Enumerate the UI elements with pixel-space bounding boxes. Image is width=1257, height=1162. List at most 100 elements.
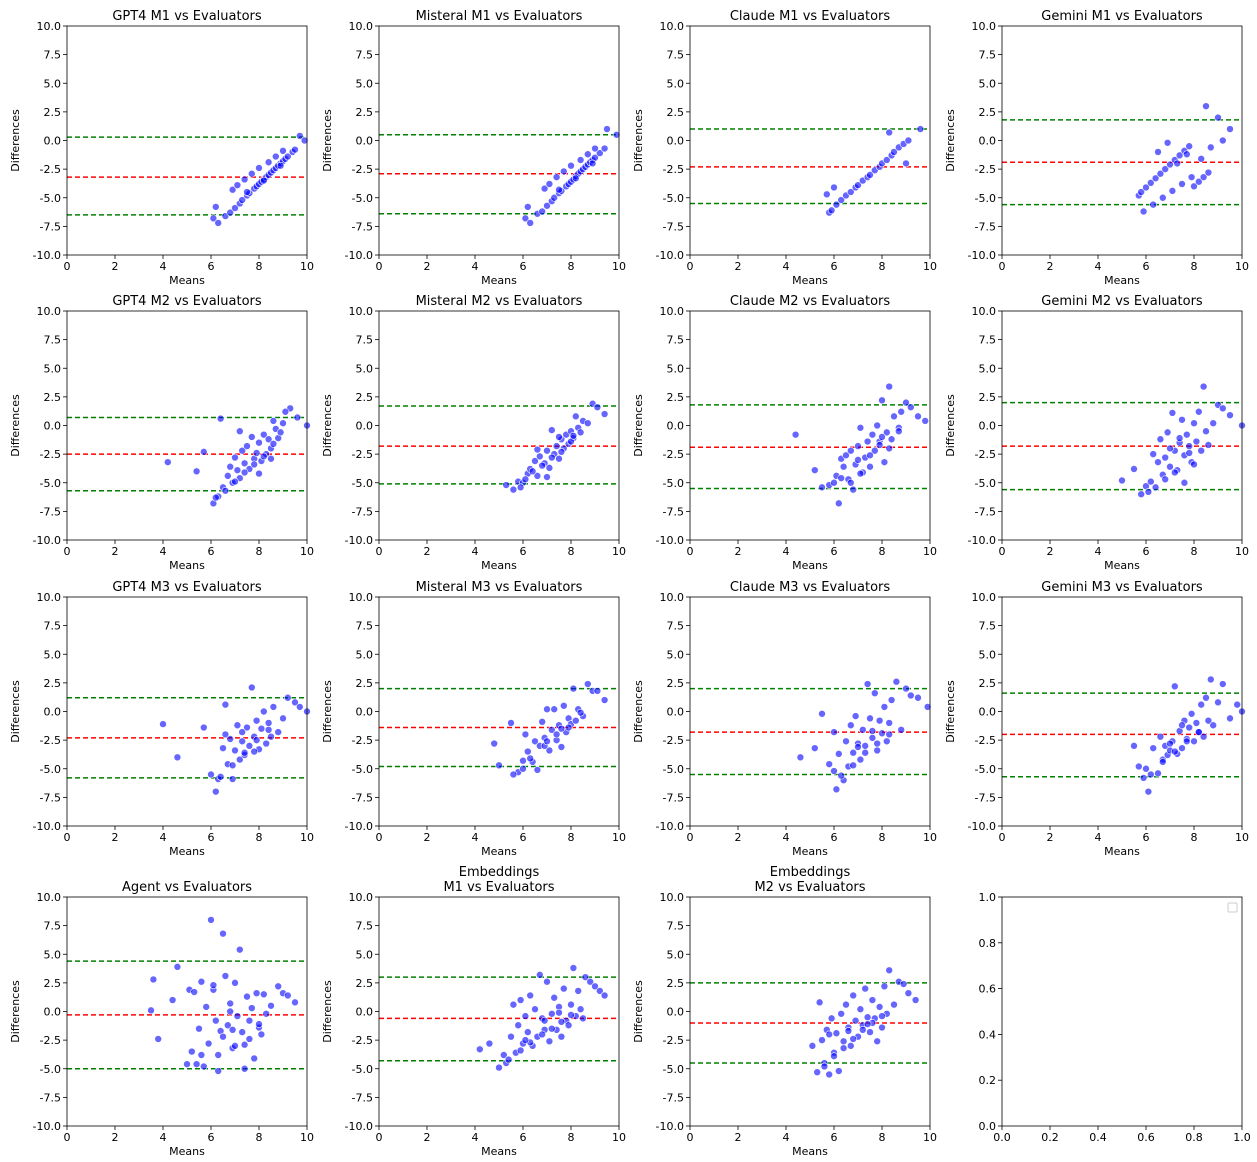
subplot-title: Misteral M2 vs Evaluators (416, 294, 583, 309)
data-point (583, 150, 592, 159)
data-point (880, 458, 889, 466)
data-point (516, 996, 525, 1004)
data-point (1154, 458, 1162, 466)
y-tick-label: 5.0 (44, 648, 62, 661)
data-point (1209, 721, 1217, 730)
x-tick-label: 0.8 (1185, 1131, 1203, 1144)
data-point (214, 1067, 222, 1075)
data-point (914, 412, 922, 421)
data-point (259, 707, 268, 716)
x-tick-label: 6 (208, 1131, 215, 1144)
x-tick-label: 8 (879, 545, 886, 558)
x-tick-label: 4 (783, 260, 790, 273)
plot-area (1002, 897, 1242, 1126)
subplot-title: GPT4 M1 vs Evaluators (112, 9, 262, 24)
data-point (547, 1009, 556, 1018)
data-point (1168, 187, 1177, 195)
y-tick-label: -2.5 (40, 163, 61, 176)
data-point (902, 159, 910, 168)
data-point (916, 125, 925, 133)
data-point (240, 748, 249, 757)
data-point (250, 460, 258, 469)
y-tick-label: 7.5 (979, 334, 997, 347)
data-point (545, 180, 554, 188)
data-point (236, 755, 244, 764)
x-tick-label: 8 (568, 260, 575, 273)
subplot-2: 0 2 4 6 8 10 -10.0 -7.5 -5.0 -2.5 0.0 2.5 5.0 7.5 10.0… (321, 9, 626, 287)
y-tick-label: 0.0 (667, 135, 685, 148)
y-tick-label: 10.0 (972, 591, 997, 604)
data-point (579, 1014, 587, 1023)
data-point (846, 446, 855, 455)
data-point (248, 169, 256, 178)
y-tick-label: -2.5 (352, 734, 373, 747)
data-point (257, 1030, 266, 1039)
data-point (1202, 693, 1210, 702)
data-point (873, 1037, 882, 1046)
x-tick-label: 0 (64, 260, 71, 273)
y-tick-label: 10.0 (972, 20, 997, 33)
x-axis-label: Means (792, 274, 828, 287)
data-point (595, 987, 604, 995)
data-point (830, 767, 838, 775)
x-axis-label: Means (1104, 559, 1140, 572)
data-point (839, 462, 848, 471)
data-point (521, 730, 530, 739)
data-point (1226, 125, 1234, 133)
subplot-title: GPT4 M2 vs Evaluators (112, 294, 262, 309)
subplot-title: Gemini M1 vs Evaluators (1041, 9, 1203, 24)
data-point (1139, 207, 1148, 216)
data-point (550, 993, 559, 1002)
data-point (509, 1000, 518, 1009)
data-point (276, 428, 285, 437)
y-tick-label: 5.0 (44, 362, 62, 375)
x-tick-label: 10 (300, 831, 314, 844)
data-point (1137, 490, 1145, 499)
data-point (882, 156, 891, 164)
y-tick-label: 5.0 (667, 362, 685, 375)
x-tick-label: 2 (424, 545, 431, 558)
subplot-1: 0 2 4 6 8 10 -10.0 -7.5 -5.0 -2.5 0.0 2.5 5.0 7.5 10.0… (9, 9, 314, 287)
y-tick-label: -5.0 (352, 477, 373, 490)
data-point (526, 754, 535, 763)
data-point (535, 971, 544, 979)
data-point (200, 448, 208, 456)
y-tick-label: 5.0 (356, 648, 374, 661)
axes-frame (1001, 25, 1243, 256)
data-point (197, 1051, 206, 1059)
data-point (1166, 739, 1174, 748)
data-point (240, 459, 249, 468)
data-point (591, 982, 599, 991)
y-tick-label: 7.5 (667, 620, 685, 633)
data-point (851, 1016, 860, 1025)
data-point (866, 462, 874, 471)
data-point (221, 730, 230, 739)
data-point (856, 469, 865, 478)
data-point (1149, 744, 1157, 752)
data-point (231, 979, 239, 987)
subplot-7: 0 2 4 6 8 10 -10.0 -7.5 -5.0 -2.5 0.0 2.5 5.0 7.5 10.0… (632, 294, 937, 572)
y-tick-label: 2.5 (979, 677, 997, 690)
data-point (499, 1051, 508, 1059)
data-point (1171, 682, 1179, 691)
data-point (1151, 174, 1160, 183)
data-point (906, 691, 915, 700)
x-tick-label: 0.2 (1041, 1131, 1059, 1144)
subplot-title: M1 vs Evaluators (443, 880, 554, 895)
y-tick-label: 2.5 (667, 977, 685, 990)
y-tick-label: -10.0 (345, 820, 373, 833)
data-point (1147, 179, 1155, 187)
y-tick-label: -7.5 (40, 1091, 61, 1104)
data-point (1185, 449, 1193, 457)
data-point (192, 467, 201, 476)
x-tick-label: 4 (472, 260, 479, 273)
x-tick-label: 10 (1235, 545, 1249, 558)
data-point (504, 1055, 513, 1064)
y-tick-label: 0.0 (356, 135, 374, 148)
data-point (1171, 468, 1179, 477)
data-point (545, 1037, 554, 1046)
x-tick-label: 8 (568, 831, 575, 844)
data-point (581, 973, 590, 981)
y-tick-label: -10.0 (968, 534, 996, 547)
y-tick-label: -7.5 (663, 791, 684, 804)
